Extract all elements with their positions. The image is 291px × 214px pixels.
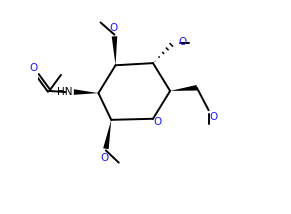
Text: O: O	[178, 37, 186, 47]
Polygon shape	[112, 36, 117, 65]
Polygon shape	[74, 89, 98, 95]
Polygon shape	[170, 85, 197, 91]
Text: O: O	[153, 117, 162, 127]
Text: O: O	[110, 22, 118, 33]
Text: O: O	[101, 153, 109, 163]
Text: HN: HN	[57, 87, 73, 97]
Polygon shape	[103, 120, 111, 149]
Text: O: O	[29, 63, 38, 73]
Text: O: O	[210, 112, 218, 122]
